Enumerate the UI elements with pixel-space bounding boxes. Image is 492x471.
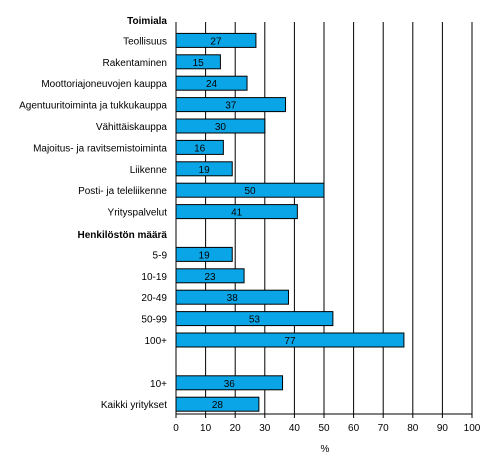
x-tick-label: 0 [173,423,179,434]
x-tick-label: 70 [378,423,390,434]
category-label: 100+ [144,336,167,347]
category-label: 10-19 [141,272,167,283]
x-axis: 0 10 20 30 40 50 60 70 80 90 100 [173,22,481,434]
category-labels: Toimiala Teollisuus Rakentaminen Moottoriaj… [19,16,167,411]
category-label: Posti- ja teleliikenne [78,186,167,197]
category-label: Vähittäiskauppa [96,122,168,133]
bar-value-label: 16 [194,143,206,154]
x-axis-label: % [321,444,330,455]
bar-value-label: 19 [199,165,211,176]
x-tick-label: 10 [200,423,212,434]
bar-value-label: 24 [206,79,218,90]
bar-value-label: 37 [225,101,237,112]
bar-value-label: 41 [231,208,243,219]
bar-value-label: 19 [199,250,211,261]
bar-value-label: 36 [224,379,236,390]
x-tick-label: 50 [318,423,330,434]
x-tick-label: 100 [464,423,481,434]
group-header: Toimiala [127,16,167,27]
bar-value-label: 28 [212,400,224,411]
group-header: Henkilöstön määrä [78,230,168,241]
bar-value-label: 23 [204,272,216,283]
category-label: 50-99 [141,315,167,326]
bar-value-label: 30 [215,122,227,133]
category-label: Moottoriajoneuvojen kauppa [41,79,167,90]
bar-value-label: 53 [249,315,261,326]
category-label: Liikenne [130,165,168,176]
x-tick-label: 80 [407,423,419,434]
category-label: 20-49 [141,293,167,304]
x-tick-label: 90 [437,423,449,434]
x-tick-label: 20 [230,423,242,434]
category-label: Agentuuritoiminta ja tukkukauppa [19,101,167,112]
category-label: Majoitus- ja ravitsemistoiminta [33,143,167,154]
category-label: Yrityspalvelut [108,208,168,219]
bar-value-label: 15 [193,58,205,69]
bar-value-label: 50 [244,186,256,197]
bar-value-label: 77 [284,336,296,347]
category-label: Rakentaminen [103,58,167,69]
x-tick-label: 60 [348,423,360,434]
bar-value-label: 27 [210,36,222,47]
x-tick-label: 40 [289,423,301,434]
bar-value-label: 38 [227,293,239,304]
category-label: 5-9 [153,250,168,261]
x-tick-label: 30 [259,423,271,434]
category-label: 10+ [150,379,167,390]
category-label: Kaikki yritykset [101,400,167,411]
category-label: Teollisuus [123,36,167,47]
